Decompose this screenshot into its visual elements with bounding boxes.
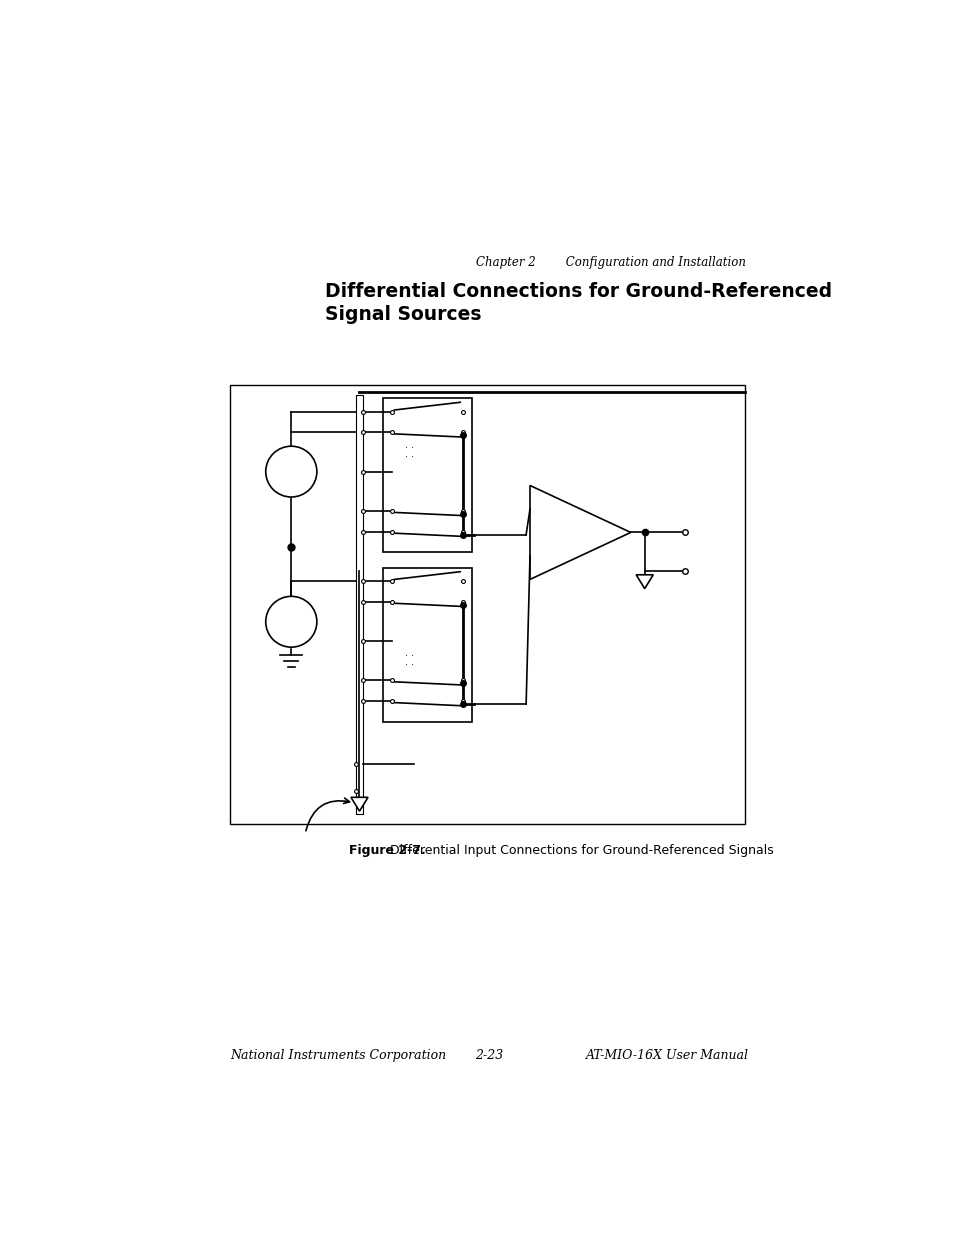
Bar xyxy=(230,385,744,824)
Bar xyxy=(355,395,363,814)
Text: National Instruments Corporation: National Instruments Corporation xyxy=(230,1049,446,1062)
Text: Signal Sources: Signal Sources xyxy=(324,305,480,324)
Text: Figure 2-7.: Figure 2-7. xyxy=(348,844,425,857)
Text: · ·
· ·: · · · · xyxy=(404,651,414,669)
Polygon shape xyxy=(530,485,630,579)
Circle shape xyxy=(266,597,316,647)
Text: Chapter 2        Configuration and Installation: Chapter 2 Configuration and Installation xyxy=(476,256,745,269)
Text: 2-23: 2-23 xyxy=(475,1049,502,1062)
Text: Differential Input Connections for Ground-Referenced Signals: Differential Input Connections for Groun… xyxy=(390,844,774,857)
Bar xyxy=(382,568,472,721)
Polygon shape xyxy=(351,798,368,811)
Circle shape xyxy=(266,446,316,496)
Text: Differential Connections for Ground-Referenced: Differential Connections for Ground-Refe… xyxy=(324,282,831,300)
Text: AT-MIO-16X User Manual: AT-MIO-16X User Manual xyxy=(585,1049,748,1062)
Text: · ·
· ·: · · · · xyxy=(404,443,414,462)
Bar xyxy=(382,399,472,552)
Polygon shape xyxy=(636,574,653,589)
